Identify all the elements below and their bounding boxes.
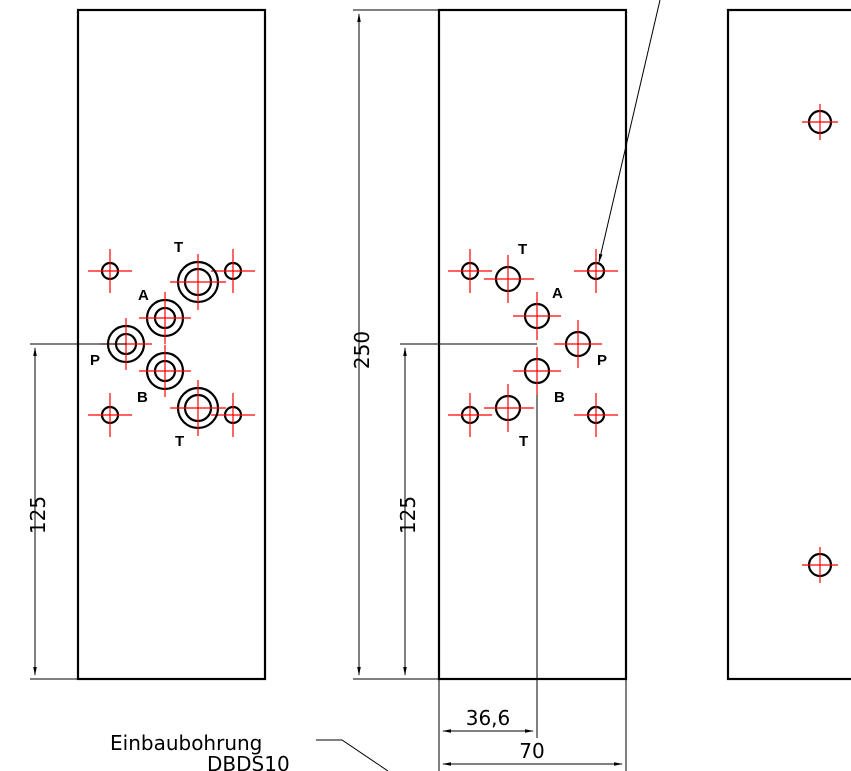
middle-port-A <box>513 292 561 340</box>
middle-port-B <box>513 347 561 395</box>
middle-mounting-hole <box>574 249 618 293</box>
left-mounting-hole <box>211 249 255 293</box>
dimension-250: 250 <box>350 331 374 369</box>
middle-port-P <box>554 320 602 368</box>
right-mounting-hole <box>802 547 838 583</box>
middle-port-T-top <box>484 255 534 303</box>
middle-mounting-holes <box>448 249 618 437</box>
callout-text-line2: DBDS10 <box>207 752 290 771</box>
left-mounting-holes <box>88 249 255 437</box>
middle-mounting-hole <box>448 249 492 293</box>
middle-label-A: A <box>552 285 563 302</box>
right-mounting-hole <box>802 104 838 140</box>
callout: Einbaubohrung DBDS10 <box>110 731 389 771</box>
dimension-36-6: 36,6 <box>466 706 511 730</box>
left-port-T-top <box>170 254 226 310</box>
dimension-70: 70 <box>519 739 544 763</box>
left-label-A: A <box>138 287 149 304</box>
left-view: T A P B T 125 <box>26 8 267 681</box>
middle-mounting-hole <box>448 393 492 437</box>
left-mounting-hole <box>211 393 255 437</box>
left-dimension-125: 125 <box>26 496 50 534</box>
left-label-B: B <box>137 389 148 406</box>
left-label-T-bottom: T <box>175 433 184 450</box>
left-label-T-top: T <box>174 239 183 256</box>
middle-port-T-bottom <box>484 384 534 432</box>
middle-dimension-125: 125 <box>396 496 420 534</box>
left-port-T-bottom <box>170 380 226 436</box>
callout-leader <box>316 739 389 771</box>
middle-label-B: B <box>554 389 565 406</box>
right-plate-outline <box>726 8 851 681</box>
callout-text-line1: Einbaubohrung <box>110 731 262 755</box>
left-label-P: P <box>90 352 100 369</box>
leader-line <box>598 0 661 263</box>
middle-label-T-top: T <box>518 241 527 258</box>
left-port-B <box>139 345 191 397</box>
middle-label-P: P <box>597 352 607 369</box>
left-mounting-hole <box>88 393 132 437</box>
left-port-A <box>139 292 191 344</box>
middle-mounting-hole <box>574 393 618 437</box>
middle-view: T A P B T 250 125 36,6 70 <box>350 0 661 771</box>
middle-label-T-bottom: T <box>519 433 528 450</box>
left-mounting-hole <box>88 249 132 293</box>
right-view <box>726 8 851 681</box>
